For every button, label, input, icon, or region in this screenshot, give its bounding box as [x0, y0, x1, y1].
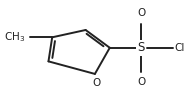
Text: Cl: Cl — [175, 43, 185, 53]
Text: S: S — [138, 41, 145, 54]
Text: O: O — [93, 78, 101, 88]
Text: O: O — [137, 77, 146, 87]
Text: CH$_3$: CH$_3$ — [4, 30, 25, 44]
Text: O: O — [137, 8, 146, 18]
